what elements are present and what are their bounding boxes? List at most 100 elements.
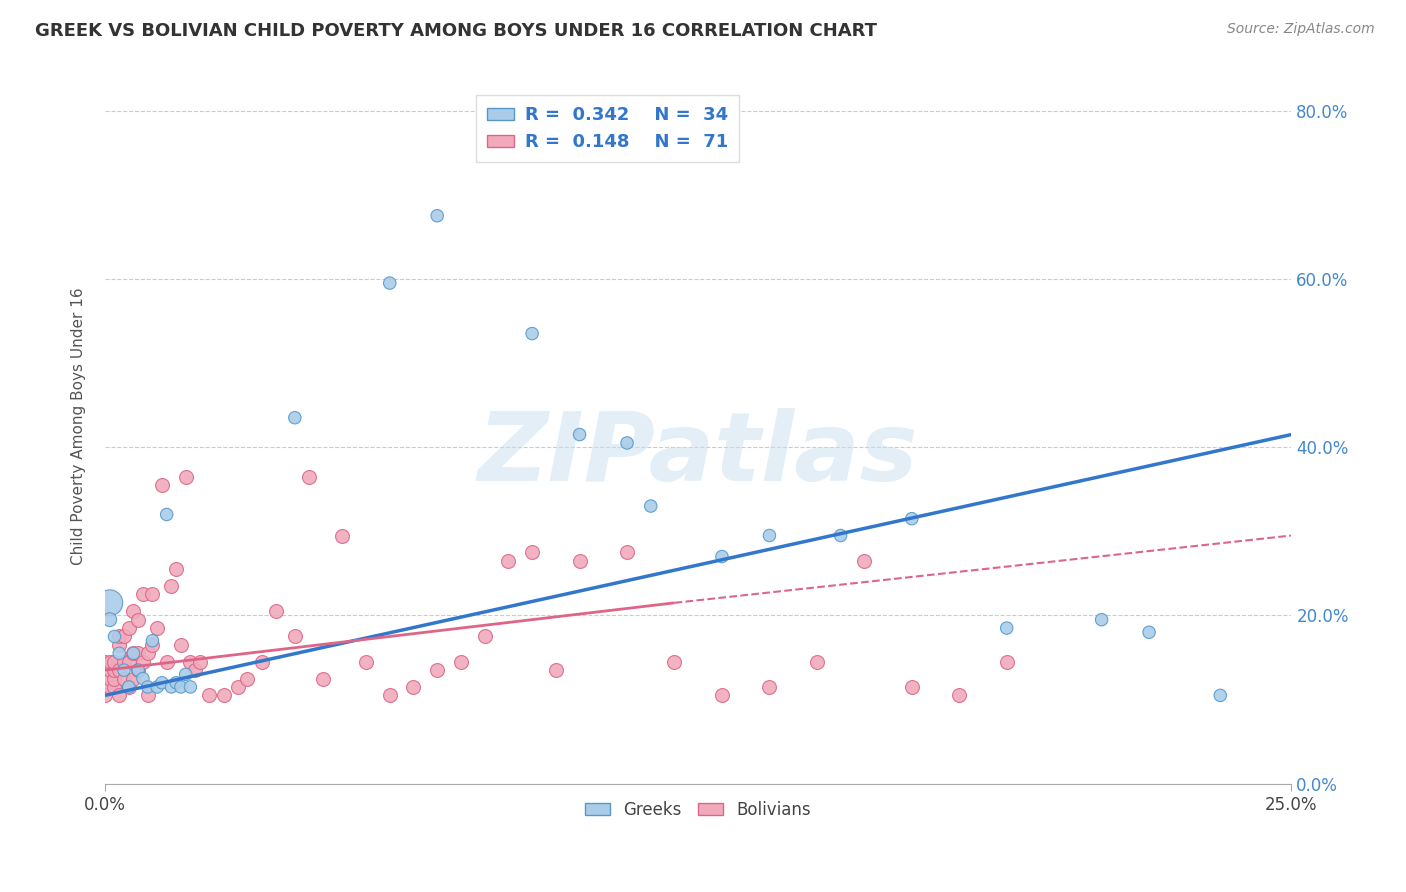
Point <box>160 579 183 593</box>
Point <box>312 672 335 686</box>
Point <box>98 680 121 694</box>
Point <box>141 587 163 601</box>
Point <box>118 680 141 694</box>
Point <box>710 689 733 703</box>
Point <box>150 478 173 492</box>
Point <box>103 672 125 686</box>
Point <box>948 689 970 703</box>
Point <box>156 655 179 669</box>
Point <box>298 469 321 483</box>
Y-axis label: Child Poverty Among Boys Under 16: Child Poverty Among Boys Under 16 <box>72 287 86 565</box>
Point <box>136 689 159 703</box>
Point <box>98 663 121 677</box>
Point <box>198 689 221 703</box>
Point <box>122 646 145 660</box>
Point <box>141 633 163 648</box>
Point <box>132 655 155 669</box>
Point <box>1091 613 1114 627</box>
Point <box>640 499 662 513</box>
Point <box>174 667 197 681</box>
Point <box>136 646 159 660</box>
Point <box>616 436 638 450</box>
Point <box>112 663 135 677</box>
Point <box>544 663 567 677</box>
Point <box>170 680 193 694</box>
Point <box>853 554 876 568</box>
Point <box>250 655 273 669</box>
Point <box>184 663 207 677</box>
Point <box>212 689 235 703</box>
Point <box>98 613 121 627</box>
Point <box>995 621 1018 635</box>
Point <box>146 680 169 694</box>
Point <box>165 562 187 576</box>
Point <box>520 326 543 341</box>
Point <box>98 596 121 610</box>
Point <box>226 680 249 694</box>
Point <box>806 655 828 669</box>
Point <box>568 427 591 442</box>
Point <box>141 638 163 652</box>
Point <box>108 689 131 703</box>
Point <box>758 680 780 694</box>
Point <box>108 646 131 660</box>
Point <box>132 587 155 601</box>
Point <box>103 655 125 669</box>
Point <box>900 511 922 525</box>
Point <box>98 672 121 686</box>
Point <box>402 680 425 694</box>
Point <box>103 680 125 694</box>
Point <box>127 646 149 660</box>
Point <box>498 554 520 568</box>
Point <box>450 655 472 669</box>
Point <box>426 209 449 223</box>
Point <box>136 680 159 694</box>
Point <box>108 630 131 644</box>
Point <box>108 638 131 652</box>
Text: Source: ZipAtlas.com: Source: ZipAtlas.com <box>1227 22 1375 37</box>
Point <box>758 528 780 542</box>
Point <box>118 680 141 694</box>
Point <box>236 672 259 686</box>
Point <box>174 469 197 483</box>
Point <box>710 549 733 564</box>
Point <box>1209 689 1232 703</box>
Point <box>112 655 135 669</box>
Point <box>520 545 543 559</box>
Point <box>98 655 121 669</box>
Point <box>284 630 307 644</box>
Point <box>94 655 117 669</box>
Point <box>160 680 183 694</box>
Point <box>127 663 149 677</box>
Point <box>354 655 377 669</box>
Point <box>103 630 125 644</box>
Point <box>103 663 125 677</box>
Point <box>179 655 201 669</box>
Point <box>94 689 117 703</box>
Point <box>112 672 135 686</box>
Point <box>995 655 1018 669</box>
Point <box>112 630 135 644</box>
Point <box>122 646 145 660</box>
Point <box>118 621 141 635</box>
Point <box>127 613 149 627</box>
Point <box>830 528 852 542</box>
Text: ZIPatlas: ZIPatlas <box>478 409 918 501</box>
Point <box>378 689 401 703</box>
Point <box>664 655 686 669</box>
Point <box>156 508 179 522</box>
Point <box>165 675 187 690</box>
Point <box>122 672 145 686</box>
Point <box>900 680 922 694</box>
Point <box>474 630 496 644</box>
Point <box>378 276 401 290</box>
Point <box>108 663 131 677</box>
Point <box>426 663 449 677</box>
Point <box>122 604 145 618</box>
Point <box>264 604 287 618</box>
Point <box>188 655 211 669</box>
Point <box>1137 625 1160 640</box>
Point <box>616 545 638 559</box>
Point <box>150 675 173 690</box>
Point <box>146 621 169 635</box>
